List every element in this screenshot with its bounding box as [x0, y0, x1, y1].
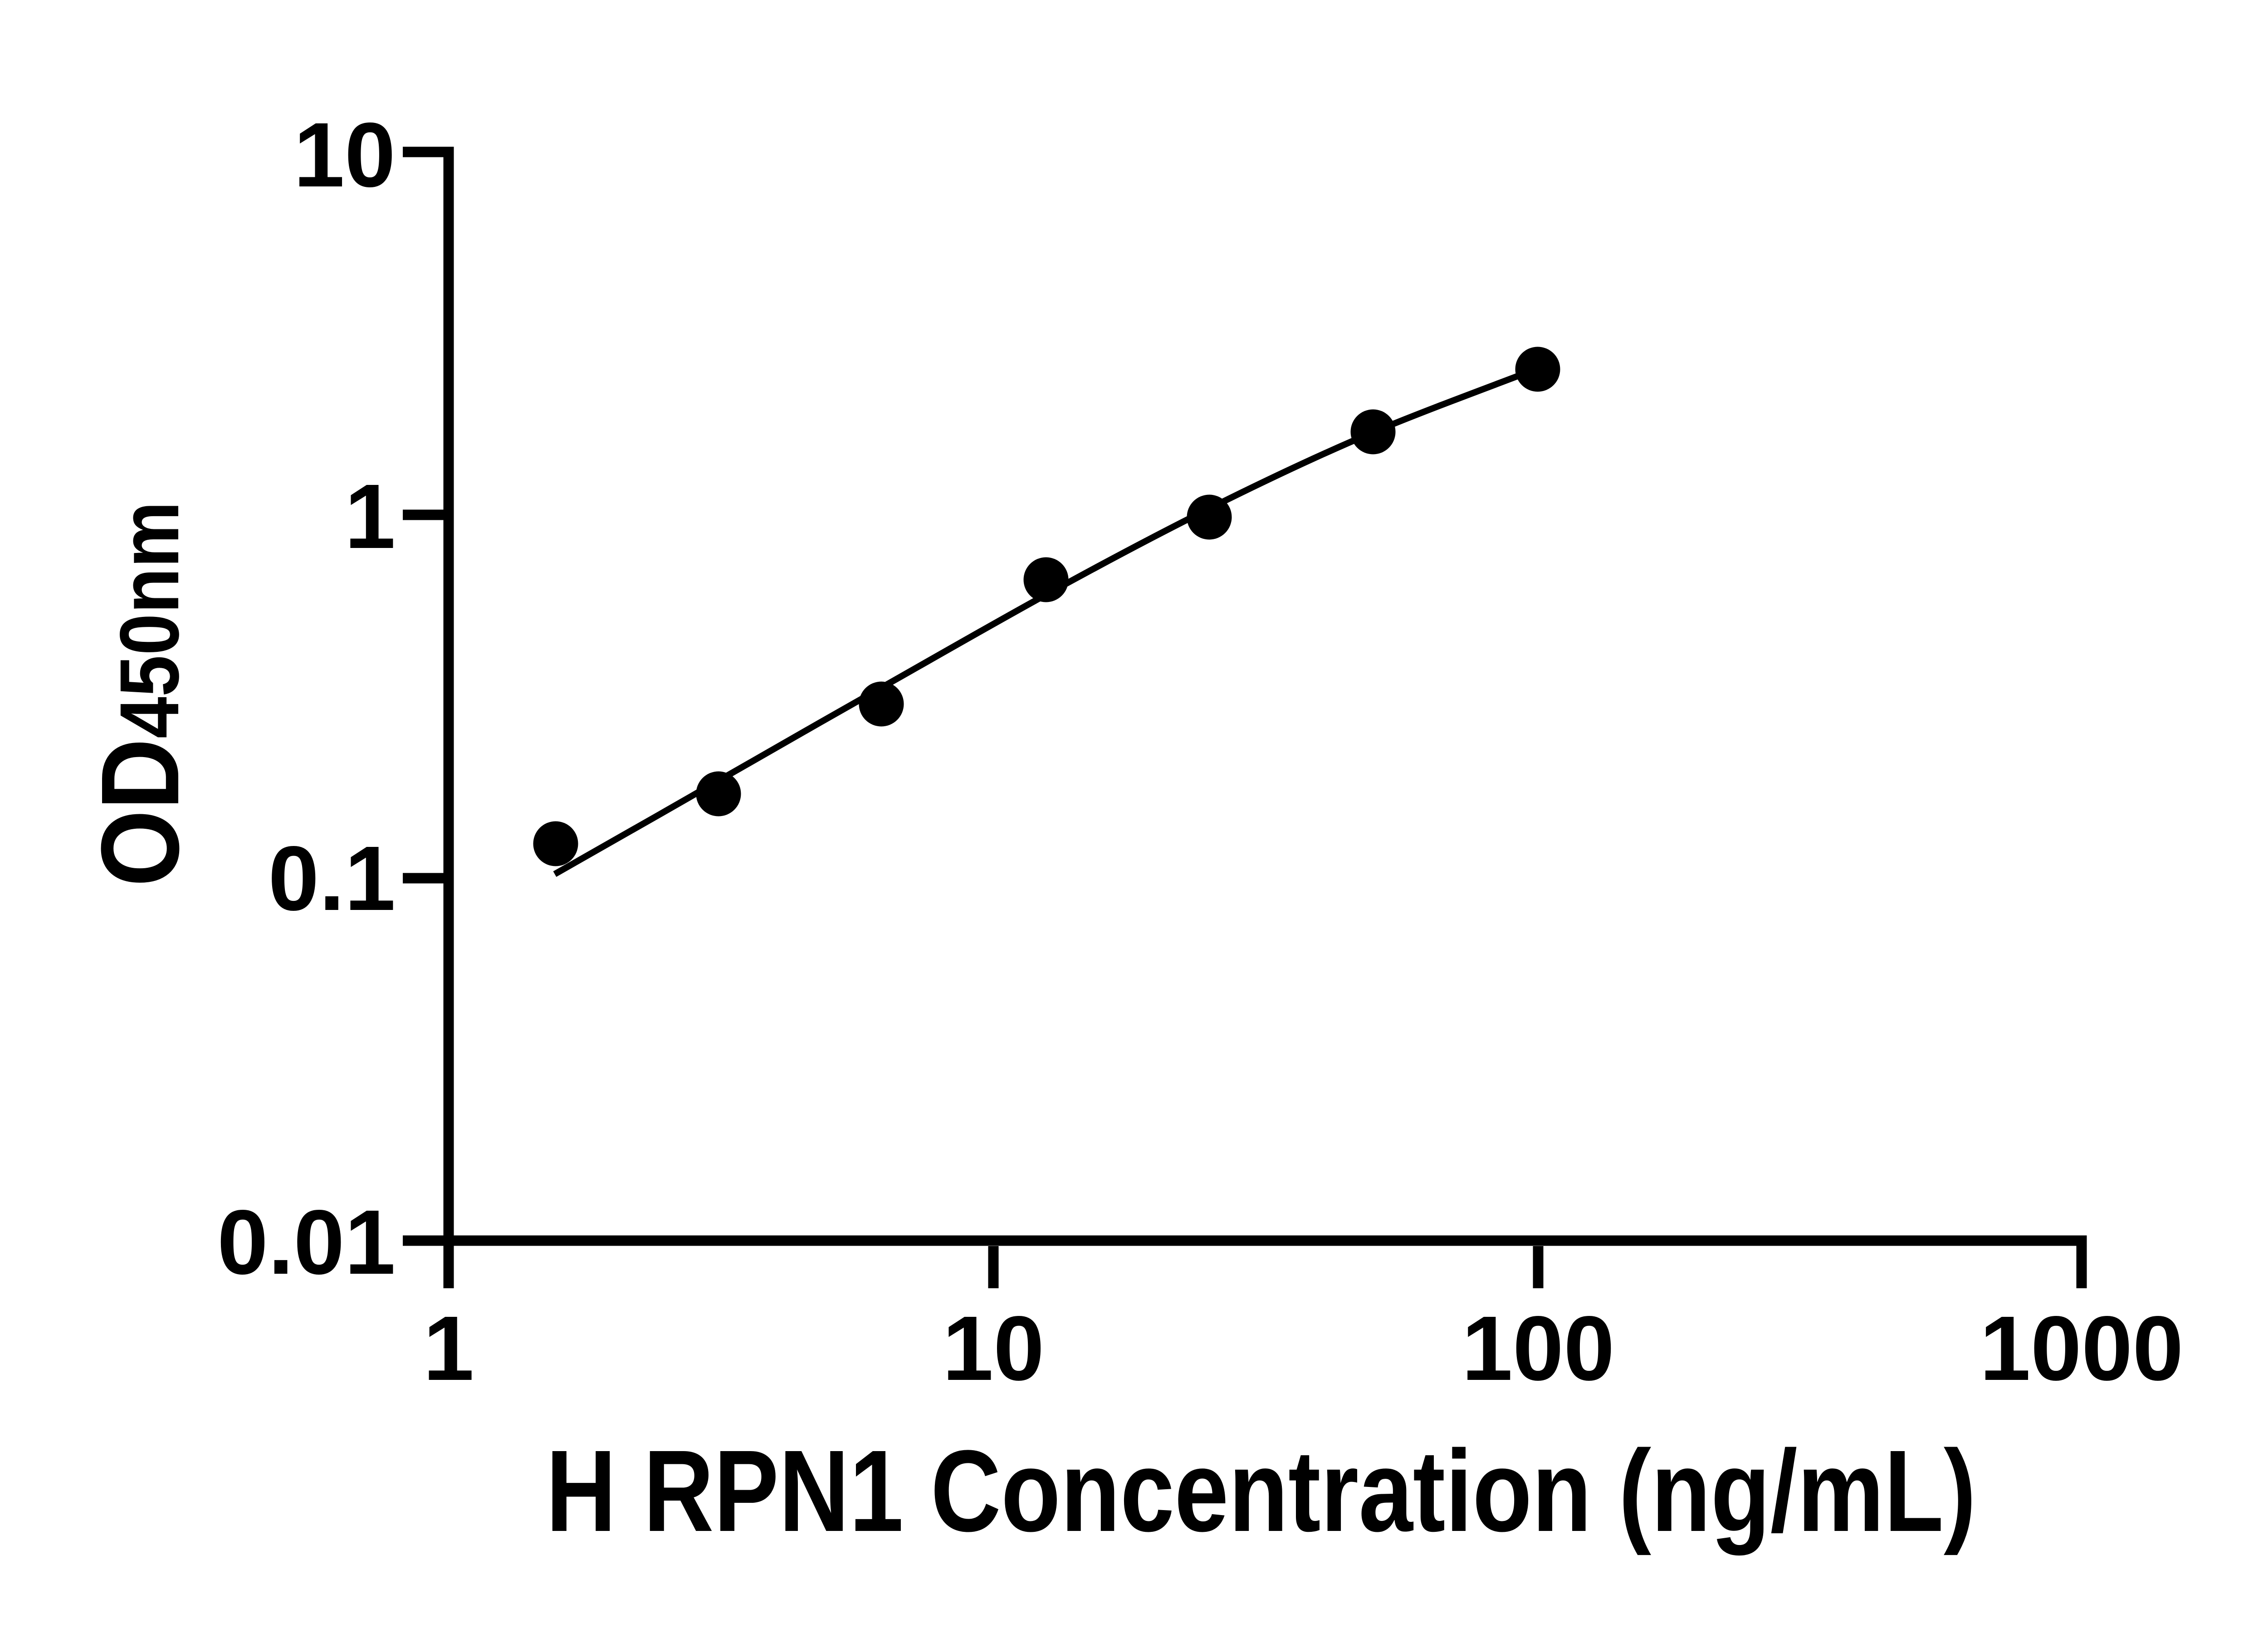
svg-text:1: 1 [423, 1297, 474, 1399]
svg-text:100: 100 [1461, 1297, 1614, 1399]
svg-text:H RPN1 Concentration (ng/mL): H RPN1 Concentration (ng/mL) [546, 1426, 1976, 1556]
svg-text:OD450nm: OD450nm [78, 501, 202, 887]
svg-text:10: 10 [943, 1297, 1045, 1399]
svg-text:1: 1 [345, 465, 396, 567]
svg-text:10: 10 [293, 103, 396, 206]
svg-text:1000: 1000 [1980, 1297, 2183, 1399]
svg-text:0.01: 0.01 [217, 1191, 396, 1293]
svg-text:0.1: 0.1 [268, 827, 396, 929]
